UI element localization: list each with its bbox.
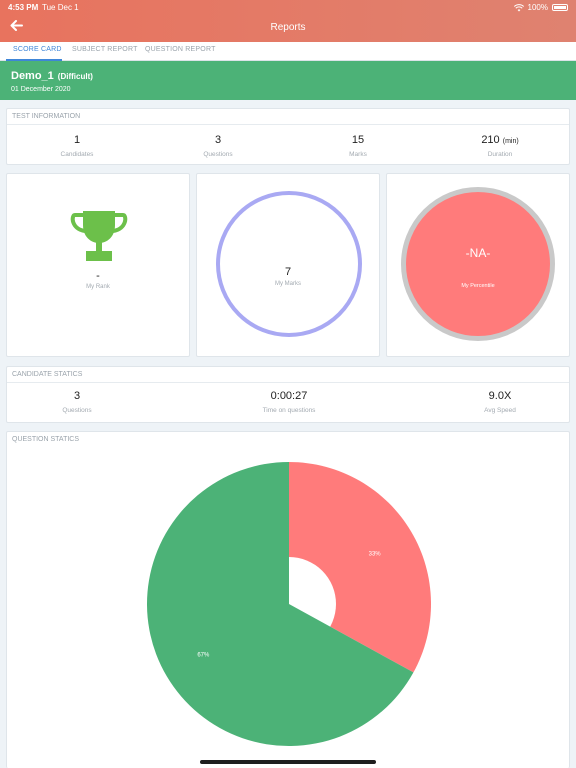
tab-subject-report[interactable]: SUBJECT REPORT bbox=[72, 46, 138, 53]
tab-question-report[interactable]: QUESTION REPORT bbox=[145, 46, 216, 53]
stat-time-on-questions: 0:00:27 Time on questions bbox=[229, 390, 349, 414]
arrow-left-icon bbox=[10, 20, 23, 31]
stat-marks: 15 Marks bbox=[308, 134, 408, 158]
candidate-statics-card: CANDIDATE STATICS 3 Questions 0:00:27 Ti… bbox=[6, 366, 570, 423]
stat-value: 3 bbox=[214, 134, 222, 146]
stat-value-row: 210 (min) bbox=[450, 134, 550, 146]
battery-percent: 100% bbox=[527, 3, 548, 12]
percentile-circle: -NA- My Percentile bbox=[401, 187, 555, 341]
app-header: 4:53 PM Tue Dec 1 100% Reports bbox=[0, 0, 576, 42]
status-time: 4:53 PM bbox=[8, 3, 39, 12]
section-title-question-statics: QUESTION STATICS bbox=[12, 436, 80, 443]
marks-value: 7 bbox=[284, 266, 292, 278]
stat-value: 0:00:27 bbox=[270, 390, 308, 402]
test-date: 01 December 2020 bbox=[11, 86, 71, 93]
stat-label: Avg Speed bbox=[484, 407, 516, 414]
status-date: Tue Dec 1 bbox=[42, 3, 79, 12]
trophy-icon bbox=[70, 211, 128, 261]
stat-questions: 3 Questions bbox=[168, 134, 268, 158]
test-name-row: Demo_1 (Difficult) bbox=[11, 70, 93, 82]
divider bbox=[7, 382, 569, 383]
rank-card: - My Rank bbox=[6, 173, 190, 357]
active-tab-indicator bbox=[6, 59, 62, 61]
percentile-label: My Percentile bbox=[461, 283, 495, 289]
stat-value: 15 bbox=[351, 134, 365, 146]
stat-avg-speed: 9.0X Avg Speed bbox=[450, 390, 550, 414]
marks-label: My Marks bbox=[275, 281, 301, 287]
test-difficulty: (Difficult) bbox=[57, 72, 93, 81]
wifi-icon bbox=[513, 3, 524, 11]
stat-value: 210 bbox=[481, 134, 500, 146]
marks-ring bbox=[216, 191, 362, 337]
section-title-candidate-statics: CANDIDATE STATICS bbox=[12, 371, 83, 378]
percentile-card: -NA- My Percentile bbox=[386, 173, 570, 357]
stat-candidate-questions: 3 Questions bbox=[27, 390, 127, 414]
marks-card: 7 My Marks bbox=[196, 173, 380, 357]
rank-value: - bbox=[96, 270, 100, 282]
page-title: Reports bbox=[270, 22, 306, 33]
pie-label-2: 67% bbox=[197, 653, 210, 659]
rank-label: My Rank bbox=[86, 284, 110, 290]
stat-label: Questions bbox=[62, 407, 92, 414]
stat-label: Time on questions bbox=[262, 407, 316, 414]
stat-unit: (min) bbox=[502, 138, 519, 145]
question-statics-card: QUESTION STATICS 33%0%67% bbox=[6, 431, 570, 768]
stat-duration: 210 (min) Duration bbox=[450, 134, 550, 158]
back-button[interactable] bbox=[10, 18, 23, 36]
stat-value: 3 bbox=[73, 390, 81, 402]
stat-value: 1 bbox=[73, 134, 81, 146]
percentile-value: -NA- bbox=[465, 246, 491, 260]
stat-label: Candidates bbox=[60, 151, 94, 158]
report-tabs: SCORE CARD SUBJECT REPORT QUESTION REPOR… bbox=[0, 42, 576, 61]
battery-icon bbox=[552, 4, 568, 11]
home-indicator[interactable] bbox=[200, 760, 376, 764]
tab-score-card[interactable]: SCORE CARD bbox=[13, 46, 62, 53]
stat-candidates: 1 Candidates bbox=[27, 134, 127, 158]
status-right: 100% bbox=[513, 3, 568, 12]
stat-label: Marks bbox=[349, 151, 367, 158]
test-name: Demo_1 bbox=[11, 70, 54, 82]
stat-label: Questions bbox=[203, 151, 233, 158]
section-title-test-information: TEST INFORMATION bbox=[12, 113, 81, 120]
stat-value: 9.0X bbox=[488, 390, 512, 402]
pie-slice-2[interactable] bbox=[147, 462, 414, 746]
test-information-card: TEST INFORMATION 1 Candidates 3 Question… bbox=[6, 108, 570, 165]
test-banner: Demo_1 (Difficult) 01 December 2020 bbox=[0, 61, 576, 100]
divider bbox=[7, 124, 569, 125]
stat-label: Duration bbox=[487, 151, 513, 158]
pie-label-0: 33% bbox=[369, 551, 382, 557]
question-statics-pie-chart: 33%0%67% bbox=[147, 462, 432, 746]
